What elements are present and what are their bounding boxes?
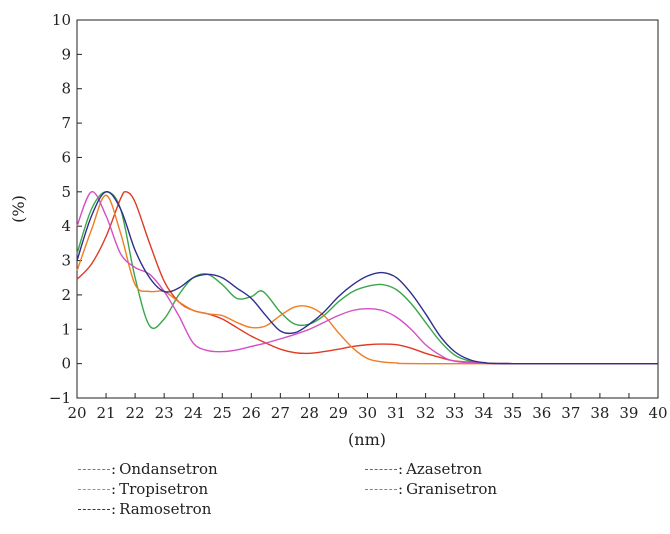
series-line-ramosetron bbox=[76, 191, 659, 365]
y-tick-label: 5 bbox=[61, 183, 71, 201]
y-tick-label: 8 bbox=[61, 80, 71, 98]
x-axis-ticks: 20 21 22 23 24 25 26 27 28 29 30 31 32 33 34 35 36 37 38 39… bbox=[67, 393, 668, 422]
series-line-tropisetron bbox=[76, 194, 659, 365]
legend-swatch bbox=[365, 468, 397, 470]
x-tick-label: 20 bbox=[67, 404, 86, 422]
x-tick-label: 21 bbox=[97, 404, 116, 422]
x-axis-title: (nm) bbox=[348, 430, 386, 449]
x-tick-label: 38 bbox=[590, 404, 609, 422]
legend-label: Tropisetron bbox=[119, 480, 209, 498]
series-line-ondansetron bbox=[76, 191, 659, 365]
legend-item-azasetron: : Azasetron bbox=[365, 459, 482, 479]
x-tick-label: 23 bbox=[155, 404, 174, 422]
y-tick-label: 6 bbox=[61, 148, 71, 166]
x-tick-label: 24 bbox=[184, 404, 203, 422]
x-tick-label: 27 bbox=[271, 404, 290, 422]
legend-item-ondansetron: : Ondansetron bbox=[78, 459, 218, 479]
y-axis-ticks: −1 0 1 2 3 4 5 6 7 8 9 10 bbox=[49, 11, 82, 407]
legend-separator: : bbox=[398, 460, 404, 478]
series-layer bbox=[76, 190, 659, 365]
x-tick-label: 30 bbox=[358, 404, 377, 422]
y-tick-label: 4 bbox=[61, 217, 71, 235]
legend-separator: : bbox=[111, 460, 117, 478]
x-tick-label: 35 bbox=[503, 404, 522, 422]
y-tick-label: 9 bbox=[61, 45, 71, 63]
legend-label: Granisetron bbox=[406, 480, 498, 498]
legend-label: Ondansetron bbox=[119, 460, 218, 478]
y-tick-label: 7 bbox=[61, 114, 71, 132]
legend-swatch bbox=[78, 488, 110, 490]
legend-label: Azasetron bbox=[406, 460, 483, 478]
x-tick-label: 36 bbox=[532, 404, 551, 422]
x-tick-label: 22 bbox=[126, 404, 145, 422]
series-line-granisetron bbox=[76, 191, 659, 365]
legend-item-tropisetron: : Tropisetron bbox=[78, 479, 208, 499]
legend-separator: : bbox=[398, 480, 404, 498]
legend-label: Ramosetron bbox=[119, 500, 212, 518]
y-tick-label: 10 bbox=[52, 11, 71, 29]
legend-item-ramosetron: : Ramosetron bbox=[78, 499, 211, 519]
x-tick-label: 32 bbox=[416, 404, 435, 422]
x-tick-label: 33 bbox=[445, 404, 464, 422]
legend-swatch bbox=[78, 508, 110, 510]
y-axis-title: (%) bbox=[9, 195, 28, 223]
legend-swatch bbox=[365, 488, 397, 490]
x-tick-label: 25 bbox=[213, 404, 232, 422]
legend-separator: : bbox=[111, 480, 117, 498]
y-tick-label: −1 bbox=[49, 389, 71, 407]
x-tick-label: 26 bbox=[242, 404, 261, 422]
x-tick-label: 28 bbox=[300, 404, 319, 422]
x-tick-label: 34 bbox=[474, 404, 493, 422]
x-tick-label: 40 bbox=[648, 404, 667, 422]
y-tick-label: 3 bbox=[61, 252, 71, 270]
x-tick-label: 31 bbox=[387, 404, 406, 422]
legend-item-granisetron: : Granisetron bbox=[365, 479, 497, 499]
y-tick-label: 2 bbox=[61, 286, 71, 304]
plot-area-frame bbox=[76, 19, 659, 399]
x-tick-label: 39 bbox=[619, 404, 638, 422]
y-tick-label: 1 bbox=[61, 320, 71, 338]
x-tick-label: 29 bbox=[329, 404, 348, 422]
series-line-azasetron bbox=[76, 190, 659, 365]
legend-separator: : bbox=[111, 500, 117, 518]
x-tick-label: 37 bbox=[561, 404, 580, 422]
legend-swatch bbox=[78, 468, 110, 470]
y-tick-label: 0 bbox=[61, 355, 71, 373]
